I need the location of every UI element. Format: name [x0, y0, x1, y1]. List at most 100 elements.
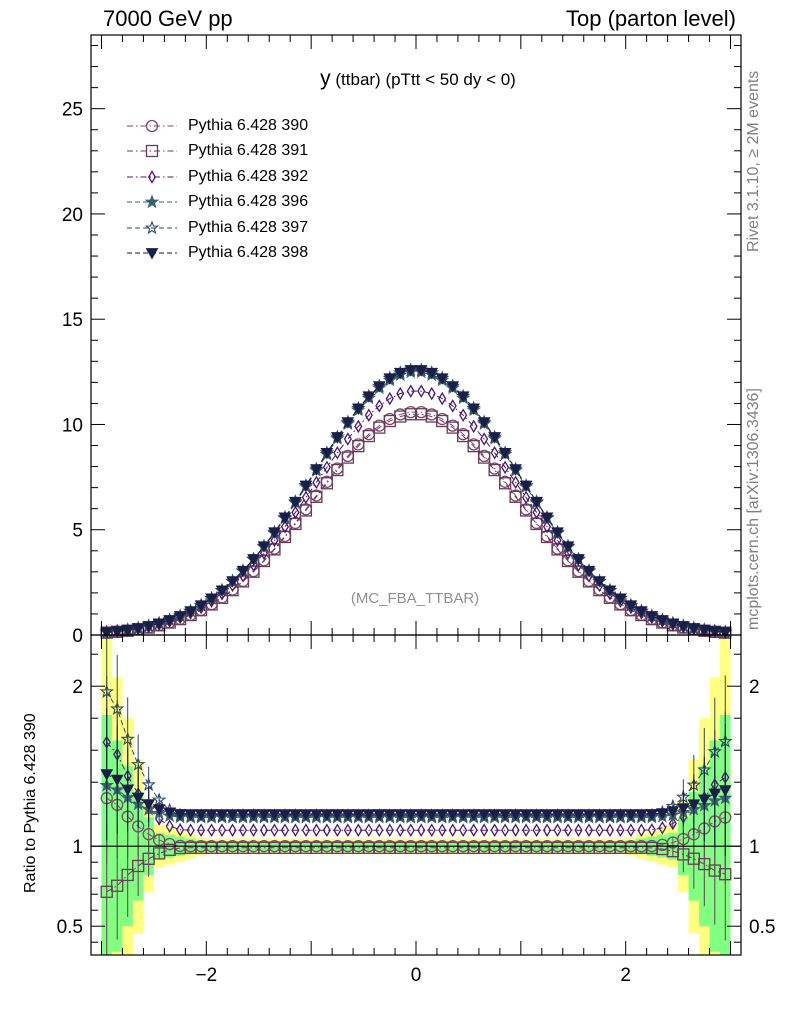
axis-ticks: 0 5 10 15 20 25 0.5 0.5 1 1 2 2 −2 0 2 [57, 35, 775, 986]
marker-diamond [322, 823, 331, 837]
marker-triangle [362, 809, 376, 821]
marker-star [130, 756, 146, 771]
marker-diamond [448, 399, 457, 413]
marker-triangle [331, 432, 344, 444]
marker-triangle [215, 809, 229, 821]
ratio-line [106, 741, 726, 831]
marker-triangle [656, 615, 669, 627]
marker-triangle [572, 554, 585, 566]
marker-diamond [417, 823, 426, 837]
marker-diamond [574, 823, 583, 837]
marker-triangle [687, 799, 701, 811]
marker-diamond [354, 823, 363, 837]
legend-label: Pythia 6.428 397 [188, 218, 309, 236]
marker-diamond [532, 505, 541, 520]
marker-diamond [176, 822, 185, 837]
marker-triangle [561, 809, 575, 821]
marker-diamond [448, 823, 457, 837]
legend-label: Pythia 6.428 398 [188, 244, 309, 262]
main-ytick-label: 10 [62, 415, 83, 436]
marker-diamond [312, 475, 321, 490]
marker-diamond [595, 823, 604, 837]
marker-triangle [194, 809, 208, 821]
ratio-ytick-label: 1 [72, 837, 83, 858]
marker-triangle [142, 621, 156, 633]
marker-diamond [228, 823, 237, 837]
marker-star [99, 684, 114, 699]
marker-triangle [519, 480, 533, 493]
marker-triangle [425, 367, 439, 380]
legend-label: Pythia 6.428 396 [188, 193, 309, 211]
marker-triangle [331, 809, 344, 821]
marker-square [320, 477, 334, 490]
marker-triangle [676, 803, 690, 815]
marker-triangle [603, 585, 617, 597]
series-s398 [100, 365, 732, 639]
marker-triangle [278, 512, 292, 524]
marker-triangle [708, 626, 722, 638]
marker-triangle [446, 809, 460, 821]
marker-triangle [205, 593, 218, 605]
marker-square [457, 429, 470, 443]
header-left-label: 7000 GeV pp [103, 6, 233, 31]
ratio-line [106, 691, 726, 817]
marker-triangle [697, 794, 711, 806]
marker-triangle [351, 809, 365, 821]
marker-triangle [268, 527, 281, 539]
marker-diamond [417, 384, 426, 398]
marker-triangle [645, 611, 659, 623]
marker-square [373, 421, 386, 434]
xtick-label: 2 [620, 965, 631, 986]
marker-diamond [312, 823, 321, 837]
marker-diamond [333, 446, 342, 460]
ratio-ytick-label-right: 1 [749, 837, 760, 858]
marker-triangle [257, 541, 271, 553]
marker-triangle [362, 391, 376, 403]
marker-diamond [301, 490, 310, 505]
xtick-label: −2 [195, 965, 217, 986]
marker-triangle [488, 809, 501, 821]
marker-diamond [385, 391, 394, 406]
marker-triangle [530, 809, 543, 821]
marker-triangle [477, 417, 491, 429]
marker-triangle [110, 626, 124, 638]
marker-star [109, 701, 125, 715]
marker-square [299, 504, 313, 517]
legend-symbol [127, 194, 177, 209]
marker-diamond [238, 823, 248, 837]
marker-triangle [624, 600, 638, 612]
marker-triangle [582, 809, 596, 821]
marker-triangle [236, 565, 250, 578]
marker-triangle [635, 606, 648, 618]
marker-triangle [718, 627, 732, 639]
marker-diamond [459, 408, 468, 422]
ratio-line [106, 773, 726, 815]
marker-square [498, 477, 512, 490]
marker-triangle [268, 809, 281, 821]
marker-diamond [647, 823, 656, 837]
legend-label: Pythia 6.428 392 [188, 167, 309, 185]
marker-diamond [469, 419, 478, 434]
marker-triangle [236, 809, 250, 821]
marker-star [144, 194, 160, 209]
main-ytick-label: 25 [62, 100, 83, 121]
marker-diamond [270, 823, 279, 837]
marker-triangle [341, 809, 355, 821]
marker-triangle [289, 809, 302, 821]
marker-square [132, 859, 145, 873]
analysis-watermark: (MC_FBA_TTBAR) [350, 590, 480, 607]
marker-square [698, 857, 711, 871]
ratio-series-s390 [100, 732, 732, 884]
main-ytick-label: 20 [62, 205, 83, 226]
legend-entry-s396: Pythia 6.428 396 [125, 190, 308, 216]
marker-triangle [131, 792, 145, 805]
marker-triangle [278, 809, 292, 821]
marker-diamond [280, 823, 290, 837]
marker-triangle [509, 464, 522, 476]
marker-triangle [708, 788, 722, 801]
marker-diamond [406, 823, 415, 837]
ratio-y-axis-label: Ratio to Pythia 6.428 390 [22, 713, 39, 893]
marker-diamond [501, 460, 510, 475]
marker-diamond [490, 823, 499, 837]
